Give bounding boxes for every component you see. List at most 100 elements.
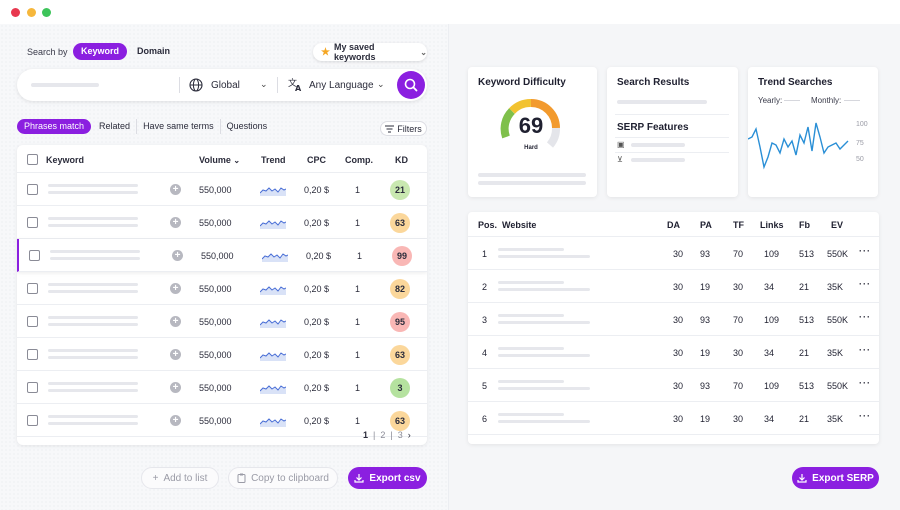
column-links[interactable]: Links <box>760 220 784 230</box>
chevron-down-icon[interactable]: ⌄ <box>260 79 268 90</box>
legend-yearly: Yearly: <box>758 96 782 105</box>
divider <box>615 152 729 153</box>
website-placeholder <box>498 387 590 390</box>
saved-keywords-dropdown[interactable]: ★ My saved keywords ⌄ <box>313 43 427 61</box>
maximize-window-button[interactable] <box>42 8 51 17</box>
add-keyword-button[interactable]: + <box>170 217 181 228</box>
add-keyword-button[interactable]: + <box>170 184 181 195</box>
table-row[interactable]: +550,000 0,20 $ 1 82 <box>17 272 427 305</box>
row-checkbox[interactable] <box>27 316 38 327</box>
column-website[interactable]: Website <box>502 220 536 230</box>
row-checkbox[interactable] <box>27 382 38 393</box>
page-1-link[interactable]: 1 <box>363 430 368 440</box>
table-row[interactable]: 6 30 19 30 34 21 35K ··· <box>468 402 879 435</box>
row-checkbox[interactable] <box>27 184 38 195</box>
volume-cell: 550,000 <box>199 185 232 195</box>
search-input[interactable] <box>31 83 99 87</box>
more-options-icon[interactable]: ··· <box>859 246 871 256</box>
placeholder-line <box>631 158 685 162</box>
chevron-down-icon[interactable]: ⌄ <box>377 79 385 90</box>
row-checkbox[interactable] <box>27 415 38 426</box>
trend-sparkline <box>260 413 286 427</box>
kd-badge: 63 <box>390 213 410 233</box>
column-fb[interactable]: Fb <box>799 220 810 230</box>
tab-have-same-terms[interactable]: Have same terms <box>137 119 221 134</box>
column-pa[interactable]: PA <box>700 220 712 230</box>
table-row[interactable]: 1 30 93 70 109 513 550K ··· <box>468 237 879 270</box>
shopping-cart-icon: ⊻ <box>617 156 625 164</box>
column-kd[interactable]: KD <box>395 155 408 165</box>
more-options-icon[interactable]: ··· <box>859 411 871 421</box>
column-keyword[interactable]: Keyword <box>46 155 84 165</box>
position-cell: 1 <box>482 249 487 259</box>
page-2-link[interactable]: 2 <box>380 430 385 440</box>
volume-cell: 550,000 <box>199 284 232 294</box>
comp-cell: 1 <box>355 284 360 294</box>
fb-cell: 21 <box>799 282 809 292</box>
search-mode-toggle: Keyword Domain <box>73 43 178 61</box>
table-row[interactable]: +550,000 0,20 $ 1 63 <box>17 338 427 371</box>
da-cell: 30 <box>673 414 683 424</box>
table-row[interactable]: 2 30 19 30 34 21 35K ··· <box>468 270 879 303</box>
add-keyword-button[interactable]: + <box>170 415 181 426</box>
copy-to-clipboard-button[interactable]: Copy to clipboard <box>228 467 338 489</box>
export-serp-button[interactable]: Export SERP <box>792 467 879 489</box>
add-keyword-button[interactable]: + <box>170 382 181 393</box>
more-options-icon[interactable]: ··· <box>859 312 871 322</box>
export-csv-button[interactable]: Export csv <box>348 467 427 489</box>
column-volume[interactable]: Volume ⌄ <box>199 155 240 165</box>
close-window-button[interactable] <box>11 8 20 17</box>
filters-label: Filters <box>397 124 422 134</box>
table-row[interactable]: +550,000 0,20 $ 1 63 <box>17 206 427 239</box>
table-row[interactable]: 5 30 93 70 109 513 550K ··· <box>468 369 879 402</box>
trend-sparkline <box>260 314 286 328</box>
fb-cell: 513 <box>799 381 814 391</box>
row-checkbox[interactable] <box>27 283 38 294</box>
table-row[interactable]: +550,000 0,20 $ 1 95 <box>17 305 427 338</box>
column-tf[interactable]: TF <box>733 220 744 230</box>
add-keyword-button[interactable]: + <box>170 283 181 294</box>
mode-keyword-button[interactable]: Keyword <box>73 43 127 60</box>
row-checkbox[interactable] <box>29 250 40 261</box>
column-comp[interactable]: Comp. <box>345 155 373 165</box>
tab-questions[interactable]: Questions <box>221 119 274 134</box>
comp-cell: 1 <box>355 383 360 393</box>
add-keyword-button[interactable]: + <box>172 250 183 261</box>
filters-button[interactable]: Filters <box>380 121 427 136</box>
table-header: Keyword Volume ⌄ Trend CPC Comp. KD <box>17 145 427 173</box>
keyword-placeholder <box>48 389 138 392</box>
add-keyword-button[interactable]: + <box>170 316 181 327</box>
row-checkbox[interactable] <box>27 349 38 360</box>
website-placeholder <box>498 288 590 291</box>
location-select[interactable]: Global <box>211 80 240 91</box>
row-checkbox[interactable] <box>27 217 38 228</box>
add-keyword-button[interactable]: + <box>170 349 181 360</box>
column-ev[interactable]: EV <box>831 220 843 230</box>
links-cell: 109 <box>764 315 779 325</box>
table-row[interactable]: +550,000 0,20 $ 1 99 <box>17 239 427 272</box>
more-options-icon[interactable]: ··· <box>859 279 871 289</box>
tab-related[interactable]: Related <box>93 119 137 134</box>
column-cpc[interactable]: CPC <box>307 155 326 165</box>
table-row[interactable]: +550,000 0,20 $ 1 3 <box>17 371 427 404</box>
table-row[interactable]: 4 30 19 30 34 21 35K ··· <box>468 336 879 369</box>
search-button[interactable] <box>397 71 425 99</box>
tab-phrases-match[interactable]: Phrases match <box>17 119 91 134</box>
more-options-icon[interactable]: ··· <box>859 378 871 388</box>
column-pos[interactable]: Pos. <box>478 220 497 230</box>
ev-cell: 35K <box>827 282 843 292</box>
minimize-window-button[interactable] <box>27 8 36 17</box>
keyword-placeholder <box>48 415 138 418</box>
volume-cell: 550,000 <box>199 350 232 360</box>
table-row[interactable]: +550,000 0,20 $ 1 21 <box>17 173 427 206</box>
chevron-right-icon[interactable]: › <box>408 430 411 440</box>
page-3-link[interactable]: 3 <box>398 430 403 440</box>
more-options-icon[interactable]: ··· <box>859 345 871 355</box>
mode-domain-button[interactable]: Domain <box>129 43 178 60</box>
language-select[interactable]: Any Language <box>309 80 374 91</box>
column-trend[interactable]: Trend <box>261 155 286 165</box>
column-da[interactable]: DA <box>667 220 680 230</box>
select-all-checkbox[interactable] <box>27 154 38 165</box>
table-row[interactable]: 3 30 93 70 109 513 550K ··· <box>468 303 879 336</box>
add-to-list-button[interactable]: + Add to list <box>141 467 219 489</box>
